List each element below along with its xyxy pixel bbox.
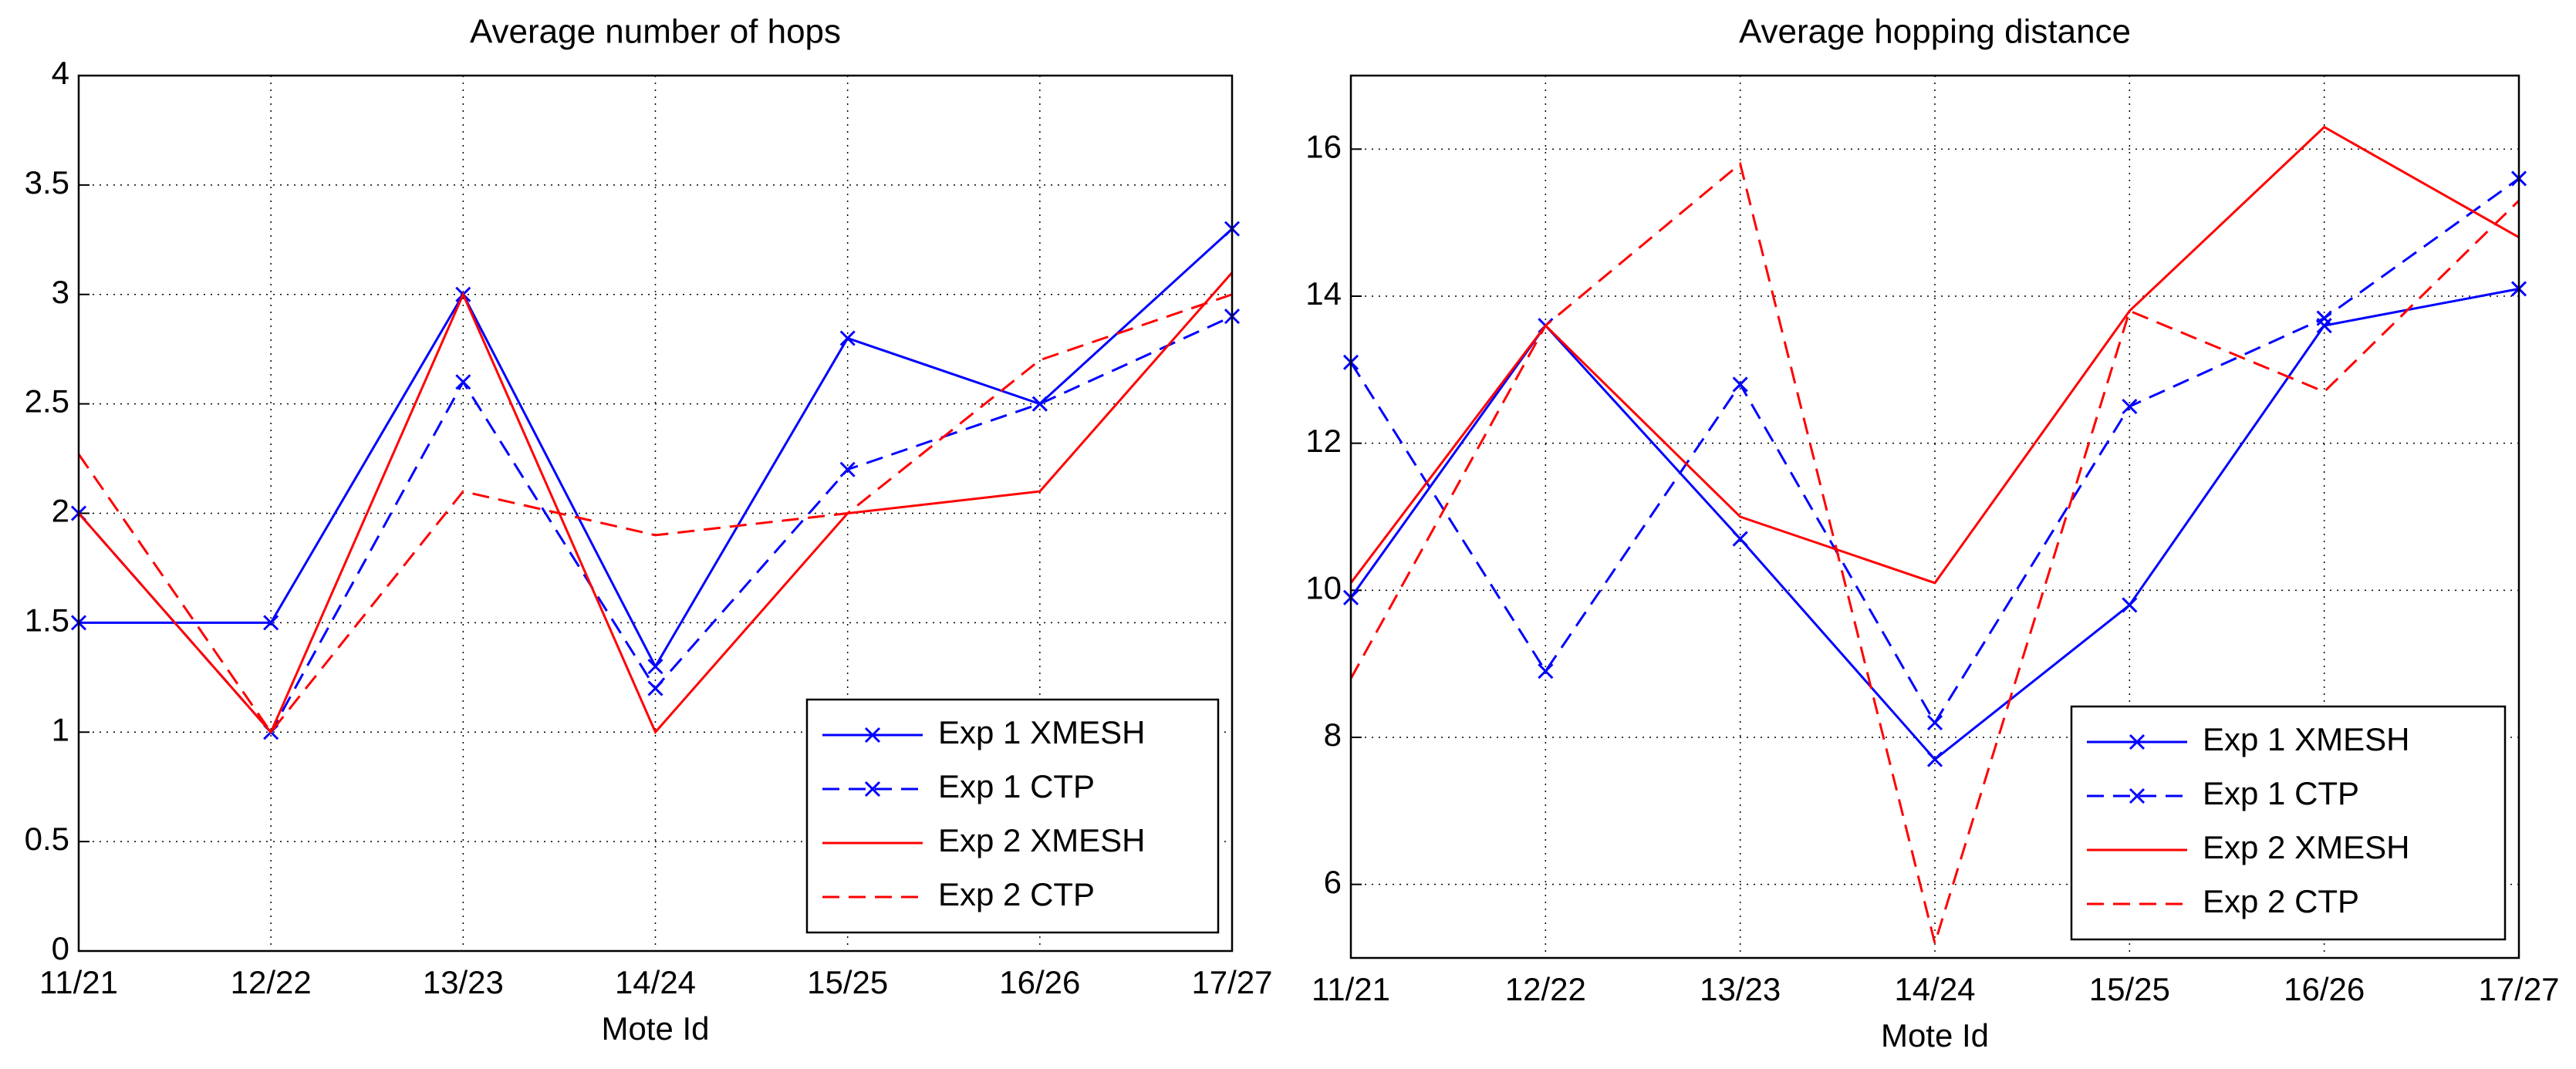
legend-box — [2070, 705, 2507, 941]
legend-label: Exp 2 CTP — [2203, 883, 2359, 919]
point-marker — [1732, 376, 1748, 393]
x-tick-label: 15/25 — [2089, 971, 2170, 1007]
point-marker — [839, 461, 856, 477]
y-tick-label: 8 — [1324, 717, 1342, 753]
point-marker — [2122, 597, 2138, 613]
y-tick-label: 14 — [1305, 275, 1342, 312]
y-tick-label: 4 — [52, 55, 69, 91]
legend-label: Exp 2 CTP — [938, 876, 1095, 912]
point-marker — [1926, 714, 1943, 730]
point-marker — [1538, 663, 1554, 680]
series-line — [1349, 161, 2520, 948]
x-tick-label: 14/24 — [615, 964, 696, 1000]
x-tick-label: 13/23 — [1700, 971, 1781, 1007]
point-marker — [647, 680, 663, 696]
y-tick-label: 12 — [1305, 423, 1342, 459]
legend-label: Exp 2 XMESH — [938, 822, 1145, 858]
legend-label: Exp 1 CTP — [2203, 775, 2359, 811]
x-axis-label: Mote Id — [1881, 1017, 1989, 1054]
legend-marker — [2129, 787, 2146, 804]
y-tick-label: 1.5 — [25, 602, 69, 638]
x-tick-label: 11/21 — [39, 964, 118, 1000]
x-tick-label: 16/26 — [999, 964, 1080, 1000]
plot-frame — [77, 74, 1234, 953]
point-marker — [1031, 396, 1048, 412]
point-marker — [1926, 751, 1943, 767]
point-marker — [2122, 398, 2138, 415]
point-marker — [839, 330, 856, 346]
legend-label: Exp 1 CTP — [938, 768, 1095, 804]
x-tick-label: 15/25 — [807, 964, 888, 1000]
legend-marker — [864, 781, 881, 798]
x-tick-label: 11/21 — [1312, 971, 1390, 1007]
x-tick-label: 16/26 — [2284, 971, 2365, 1007]
point-marker — [455, 374, 471, 390]
x-tick-label: 13/23 — [423, 964, 504, 1000]
y-tick-label: 3.5 — [25, 164, 69, 201]
y-tick-label: 10 — [1305, 569, 1342, 605]
legend-label: Exp 2 XMESH — [2203, 829, 2409, 865]
plot-frame — [1349, 74, 2520, 959]
x-tick-label: 12/22 — [1505, 971, 1586, 1007]
y-tick-label: 3 — [52, 274, 69, 310]
chart: 6 8 10 12 14 16 11/21 12/22 13/23 14/24 15/25 16/26… — [1305, 13, 2559, 1054]
y-tick-label: 16 — [1305, 128, 1342, 164]
legend-label: Exp 1 XMESH — [938, 714, 1145, 750]
legend-marker — [864, 727, 881, 744]
y-tick-label: 2 — [52, 493, 69, 529]
point-marker — [1732, 531, 1748, 547]
x-tick-label: 12/22 — [231, 964, 312, 1000]
y-tick-label: 1 — [52, 711, 69, 747]
x-tick-label: 14/24 — [1894, 971, 1975, 1007]
chart: 0 0.5 1 1.5 2 2.5 3 3.5 4 11/21 12/22 13/23 14/24 15/… — [25, 13, 1273, 1047]
chart-title: Average number of hops — [470, 13, 841, 51]
point-marker — [2316, 310, 2332, 326]
series-line — [77, 271, 1234, 735]
legend-label: Exp 1 XMESH — [2203, 721, 2409, 757]
x-tick-label: 17/27 — [2478, 971, 2559, 1007]
series-line — [77, 293, 1233, 734]
y-tick-label: 0.5 — [25, 821, 69, 857]
chart-title: Average hopping distance — [1739, 13, 2131, 51]
x-tick-label: 17/27 — [1191, 964, 1272, 1000]
y-tick-label: 2.5 — [25, 383, 69, 420]
legend-marker — [2129, 733, 2146, 750]
point-marker — [647, 659, 663, 675]
x-axis-label: Mote Id — [601, 1010, 709, 1047]
point-marker — [263, 615, 279, 631]
y-tick-label: 0 — [52, 930, 69, 966]
y-tick-label: 6 — [1324, 864, 1342, 900]
